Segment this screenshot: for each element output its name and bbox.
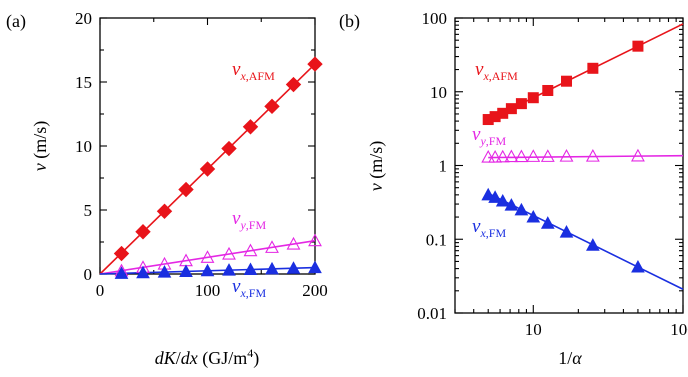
panel-a-xtick-label: 0 [96,281,105,300]
panel-a-label: (a) [6,11,26,32]
panel-b-series-label-fm-x: vx,FM [472,216,506,240]
panel-a-ytick-label: 15 [75,73,92,92]
panel-b-point-fm_x [540,216,555,229]
panel-b-ytick-label: 10 [430,83,447,102]
panel-b-fit-line-fm_y [488,154,684,159]
panel-b-point-fm_x [514,202,529,216]
panel-a-point-fm_y [243,243,258,257]
panel-b-point-fm_y [481,149,496,163]
panel-a-point-fm_x [265,261,279,275]
panel-a-point-fm_x [157,265,172,278]
panel-b-point-fm_x [488,190,502,203]
panel-a-point-fm_x [286,261,301,274]
panel-b-point-fm_x [526,210,541,223]
panel-a-point-fm_x [243,262,258,276]
panel-a-ticks [99,17,316,275]
panel-a-ytick-label: 10 [75,137,92,156]
panel-b-point-fm_x [631,259,645,273]
panel-b-point-fm_y [504,149,519,163]
panel-a-point-afm [135,224,151,240]
panel-b-series-label-fm-y: vy,FM [472,124,506,148]
panel-b-ylabel: v (m/s) [366,141,387,192]
panel-b-xlabel: 1/α [558,348,582,368]
panel-b-data-points [481,40,645,273]
panel-a-point-fm_x [222,263,236,276]
panel-b-point-afm [505,103,517,115]
panel-b-label: (b) [339,11,360,32]
panel-a-point-fm_y [308,233,322,247]
panel-b-ytick-label: 0.1 [426,230,447,249]
panel-b-tick-labels: 10 100 0.01 0.1 1 10 100 [417,9,688,339]
panel-a-point-fm_y [265,240,279,253]
panel-a-ytick-label: 0 [84,265,93,284]
panel-a-point-afm [199,161,216,177]
panel-a-point-fm_y [200,250,215,263]
panel-b-frame [454,17,684,314]
panel-b-point-fm_y [540,149,555,162]
panel-a-xtick-label: 100 [195,281,221,300]
panel-a-frame [99,17,316,275]
panel-b-ytick-label: 0.01 [417,304,447,323]
panel-a-data-points [113,56,323,279]
panel-b-series-label-afm: vx,AFM [475,59,518,83]
panel-b: (b) 10 100 0.01 0.1 1 10 100 v (m/s) 1/α vx,AF… [339,9,688,368]
panel-a-point-fm_x [179,264,193,277]
panel-a-ylabel: v (m/s) [30,121,51,172]
panel-b-point-afm [632,40,644,52]
panel-b-point-fm_x [559,225,574,238]
panel-a-xlabel: dK/dx (GJ/m4) [155,346,260,369]
panel-b-fit-lines [487,23,684,290]
panel-a-xtick-label: 200 [302,281,328,300]
panel-a-point-afm [113,245,130,262]
panel-a-point-afm [156,203,173,219]
panel-a-point-fm_x [308,260,322,274]
panel-a-ytick-label: 5 [84,201,93,220]
panel-b-point-fm_x [481,187,496,201]
panel-b-point-fm_y [495,149,510,163]
panel-a: (a) 0 100 200 0 5 10 15 20 v (m/s) dK/dx (GJ/m4… [6,9,328,369]
panel-b-point-fm_x [495,193,510,207]
panel-b-ytick-label: 100 [422,9,448,28]
panel-b-point-fm_y [488,149,503,163]
panel-b-point-fm_x [586,238,600,251]
panel-b-point-fm_y [514,149,529,163]
panel-a-point-afm [221,140,237,157]
panel-a-tick-labels: 0 100 200 0 5 10 15 20 [75,9,328,300]
panel-a-series-label-fm-x: vx,FM [232,276,266,300]
panel-a-fit-line-fm_y [99,239,316,275]
panel-a-point-fm_y [286,236,301,250]
panel-b-point-afm [587,62,599,74]
panel-b-point-fm_y [631,148,645,162]
panel-b-point-afm [542,84,554,96]
panel-b-point-fm_y [585,148,600,162]
panel-a-point-fm_y [222,246,236,260]
panel-b-point-fm_x [504,198,519,211]
panel-a-point-afm [285,76,302,93]
panel-a-ytick-label: 20 [75,9,92,28]
panel-a-point-fm_x [114,266,129,279]
panel-a-point-fm_x [200,263,215,277]
panel-a-series-label-afm: vx,AFM [232,59,275,83]
panel-b-point-afm [515,98,527,110]
panel-a-point-afm [242,119,259,135]
panel-b-xtick-label: 10 [525,320,542,339]
panel-b-point-fm_y [526,149,541,162]
panel-a-series-label-fm-y: vy,FM [232,208,266,232]
panel-b-ticks [454,17,684,314]
panel-b-point-afm [561,75,573,87]
panel-b-fit-line-fm_x [487,192,684,290]
panel-a-point-fm_x [136,265,150,279]
panel-b-xtick-label: 100 [670,320,688,339]
panel-a-point-afm [307,56,323,72]
panel-b-point-afm [527,92,539,104]
panel-a-point-afm [264,98,280,115]
panel-a-point-afm [178,181,194,198]
panel-b-ytick-label: 1 [439,157,448,176]
panel-b-point-fm_y [559,148,574,162]
